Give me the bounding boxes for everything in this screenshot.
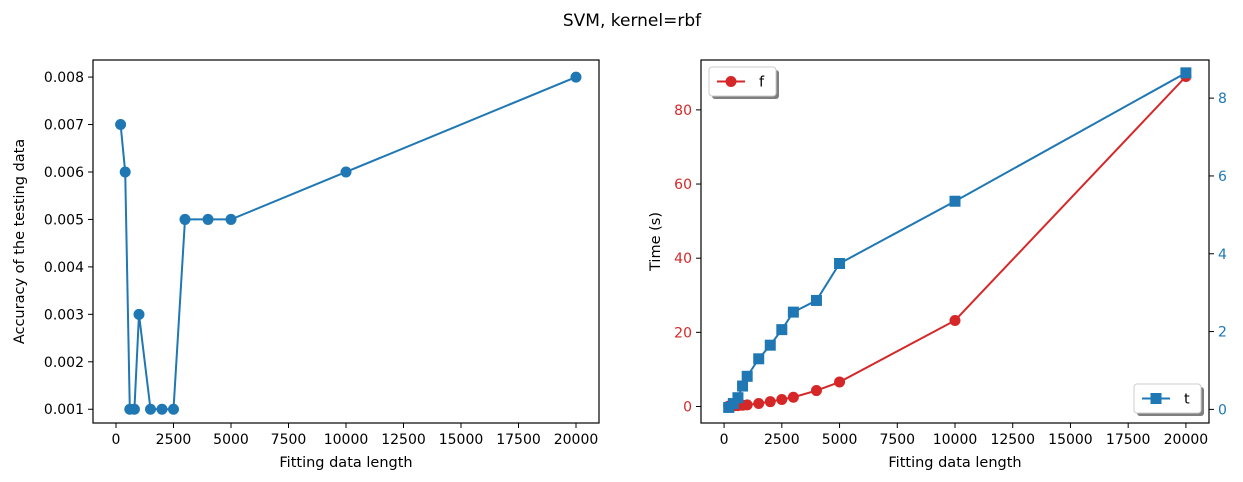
accuracy-point bbox=[128, 403, 140, 415]
y-tick-label: 0.004 bbox=[44, 260, 84, 276]
series-point-f bbox=[787, 391, 799, 403]
legend-marker-t bbox=[1150, 393, 1162, 404]
accuracy-point bbox=[156, 403, 168, 415]
series-point-t bbox=[810, 294, 822, 306]
plot-frame bbox=[700, 59, 1210, 424]
legend-marker-f bbox=[725, 76, 737, 87]
right-y-tick-label: 4 bbox=[1218, 247, 1227, 263]
accuracy-point bbox=[119, 166, 131, 178]
series-point-t bbox=[727, 398, 739, 410]
x-tick-label: 2500 bbox=[764, 432, 800, 448]
accuracy-point bbox=[145, 403, 156, 415]
y-tick-label: 0.002 bbox=[44, 355, 84, 371]
series-point-t bbox=[732, 392, 744, 404]
time-chart: 0 2500 5000 7500 10000 12500 15000 17500 20000 0 2… bbox=[648, 59, 1227, 471]
x-tick-label: 5000 bbox=[822, 432, 858, 448]
accuracy-point bbox=[115, 119, 127, 131]
x-tick-label: 10000 bbox=[324, 432, 369, 448]
x-tick-label: 12500 bbox=[381, 432, 426, 448]
series-point-t bbox=[787, 306, 799, 318]
series-point-f bbox=[764, 396, 776, 408]
series-point-f bbox=[741, 399, 753, 411]
series-point-f bbox=[949, 314, 961, 326]
x-tick-label: 2500 bbox=[156, 432, 192, 448]
accuracy-point bbox=[133, 308, 145, 320]
x-tick-label: 5000 bbox=[213, 432, 249, 448]
series-line-f bbox=[728, 75, 1187, 408]
x-tick-label: 20000 bbox=[554, 432, 599, 448]
y-tick-label: 0.006 bbox=[44, 165, 84, 181]
x-tick-label: 17500 bbox=[496, 432, 541, 448]
accuracy-point bbox=[202, 213, 214, 225]
y-tick-label: 0.003 bbox=[44, 307, 84, 323]
accuracy-point bbox=[225, 213, 237, 225]
y-tick-label: 0.007 bbox=[44, 118, 84, 134]
y-tick-label: 0.005 bbox=[44, 212, 84, 228]
y-axis-label: Accuracy of the testing data bbox=[12, 139, 28, 344]
series-point-t bbox=[1180, 67, 1192, 79]
right-y-tick-label: 2 bbox=[1218, 325, 1227, 341]
x-tick-label: 17500 bbox=[1106, 432, 1151, 448]
plot-frame bbox=[92, 59, 600, 424]
accuracy-point bbox=[179, 213, 191, 225]
x-tick-label: 20000 bbox=[1164, 432, 1209, 448]
left-y-tick-label: 0 bbox=[683, 400, 692, 416]
x-tick-label: 7500 bbox=[879, 432, 915, 448]
x-axis-label: Fitting data length bbox=[279, 455, 412, 471]
accuracy-point bbox=[168, 403, 179, 415]
x-axis-label: Fitting data length bbox=[888, 455, 1021, 471]
legend-label-f: f bbox=[759, 75, 765, 91]
series-point-t bbox=[834, 257, 846, 269]
x-tick-label: 15000 bbox=[439, 432, 484, 448]
right-y-tick-label: 0 bbox=[1218, 402, 1227, 418]
series-line-t bbox=[728, 71, 1187, 409]
accuracy-chart: 0 2500 5000 7500 10000 12500 15000 17500 20000 0.… bbox=[12, 59, 600, 471]
y-axis-label: Time (s) bbox=[648, 212, 664, 272]
series-point-f bbox=[753, 398, 765, 410]
left-y-tick-label: 40 bbox=[674, 251, 692, 267]
left-y-tick-label: 20 bbox=[674, 325, 692, 341]
series-point-t bbox=[737, 380, 749, 392]
figure-title: SVM, kernel=rbf bbox=[563, 11, 702, 31]
legend-label-t: t bbox=[1184, 392, 1190, 408]
x-tick-label: 0 bbox=[720, 432, 729, 448]
accuracy-line bbox=[119, 76, 577, 411]
left-y-tick-label: 60 bbox=[674, 177, 692, 193]
left-y-tick-label: 80 bbox=[674, 103, 692, 119]
y-tick-label: 0.001 bbox=[44, 402, 84, 418]
right-y-tick-label: 8 bbox=[1218, 91, 1227, 107]
series-point-t bbox=[741, 370, 753, 382]
series-point-f bbox=[776, 393, 788, 405]
right-y-tick-label: 6 bbox=[1218, 169, 1227, 185]
series-point-t bbox=[776, 324, 788, 336]
series-point-t bbox=[949, 195, 961, 207]
accuracy-point bbox=[340, 166, 352, 178]
x-tick-label: 15000 bbox=[1048, 432, 1093, 448]
accuracy-point bbox=[570, 71, 582, 83]
series-point-t bbox=[764, 339, 776, 351]
x-tick-label: 0 bbox=[112, 432, 121, 448]
y-tick-label: 0.008 bbox=[44, 70, 84, 86]
series-point-f bbox=[834, 376, 846, 388]
series-point-t bbox=[753, 353, 765, 365]
x-tick-label: 12500 bbox=[990, 432, 1035, 448]
x-tick-label: 7500 bbox=[271, 432, 307, 448]
series-point-f bbox=[810, 385, 822, 397]
x-tick-label: 10000 bbox=[933, 432, 978, 448]
